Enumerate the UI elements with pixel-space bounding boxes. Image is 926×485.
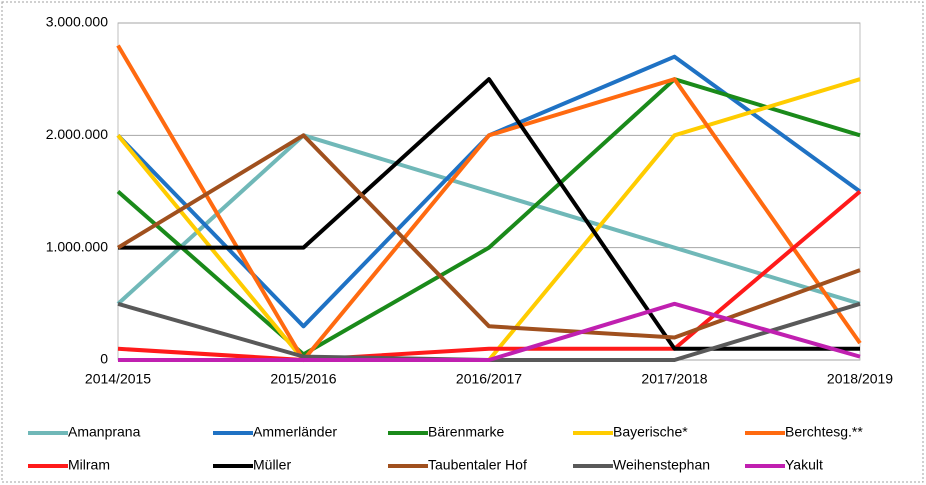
series-line [118,301,861,362]
legend-label: Milram [68,457,110,473]
series-line [116,44,862,362]
x-tick-label: 2017/2018 [641,371,707,387]
legend-label: Amanprana [68,424,141,440]
legend-label: Bayerische* [613,424,688,440]
x-tick-label: 2016/2017 [456,371,522,387]
series-line [116,77,861,357]
legend-label: Müller [253,457,291,473]
series-line [117,189,862,362]
legend-label: Ammerländer [253,424,337,440]
y-tick-label: 3.000.000 [46,14,108,30]
series-line [118,77,860,351]
legend-label: Berchtesg.** [785,424,863,440]
legend-label: Yakult [785,457,823,473]
legend-label: Taubentaler Hof [428,457,527,473]
series-line [116,133,861,340]
legend-label: Bärenmarke [428,424,504,440]
series-line [116,77,861,362]
series-line [116,133,861,306]
y-tick-label: 0 [100,351,108,367]
y-tick-label: 1.000.000 [46,238,108,254]
y-tick-label: 2.000.000 [46,126,108,142]
x-tick-label: 2018/2019 [827,371,893,387]
x-tick-label: 2015/2016 [270,371,336,387]
legend-label: Weihenstephan [613,457,710,473]
x-tick-label: 2014/2015 [85,371,151,387]
